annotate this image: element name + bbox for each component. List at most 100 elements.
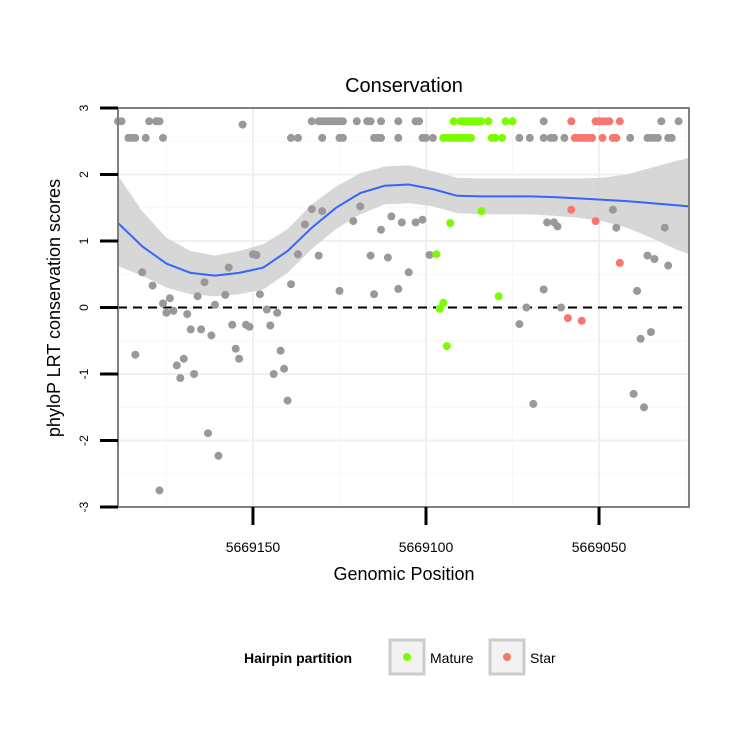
data-point-other xyxy=(422,133,430,142)
data-point-other xyxy=(352,117,361,126)
data-point-other xyxy=(269,370,278,378)
data-point-other xyxy=(525,133,534,142)
data-point-mature xyxy=(508,117,517,126)
data-point-other xyxy=(235,354,244,363)
legend-symbol-star xyxy=(503,653,511,661)
data-point-other xyxy=(557,303,565,312)
data-point-other xyxy=(539,133,548,142)
smooth-line xyxy=(117,183,690,277)
data-point-mature xyxy=(435,304,444,313)
data-point-other xyxy=(394,133,403,142)
data-point-other xyxy=(377,133,385,142)
data-point-other xyxy=(366,251,375,260)
data-point-other xyxy=(608,205,617,214)
data-point-other xyxy=(159,133,167,142)
data-point-other xyxy=(287,280,295,289)
data-point-star xyxy=(567,117,576,126)
data-point-other xyxy=(266,321,275,330)
data-point-other xyxy=(214,451,223,460)
data-point-other xyxy=(165,294,174,303)
legend-label-mature: Mature xyxy=(430,650,474,666)
data-point-other xyxy=(515,320,524,329)
data-point-other xyxy=(674,117,683,126)
data-point-other xyxy=(190,370,199,378)
data-point-other xyxy=(667,133,676,142)
y-tick-label: -2 xyxy=(77,435,91,446)
y-axis-label: phyloP LRT conservation scores xyxy=(44,179,64,437)
data-point-other xyxy=(145,117,154,126)
data-point-mature xyxy=(439,298,448,307)
data-point-other xyxy=(117,117,126,126)
data-point-other xyxy=(155,117,164,126)
data-point-other xyxy=(280,364,289,373)
data-point-other xyxy=(131,133,140,142)
data-point-other xyxy=(200,278,209,287)
data-point-other xyxy=(335,286,344,295)
y-tick-label: 1 xyxy=(77,237,91,244)
data-point-other xyxy=(553,222,562,231)
data-point-other xyxy=(197,325,206,334)
data-point-other xyxy=(626,133,635,142)
data-point-star xyxy=(605,117,614,126)
data-point-other xyxy=(640,403,648,412)
data-point-star xyxy=(577,316,586,325)
data-point-other xyxy=(276,346,285,355)
data-point-other xyxy=(387,212,396,221)
data-point-star xyxy=(588,133,597,142)
data-point-other xyxy=(176,374,185,382)
data-point-other xyxy=(148,281,157,290)
data-point-other xyxy=(560,133,569,142)
data-point-other xyxy=(383,253,392,262)
data-point-other xyxy=(273,308,282,317)
data-point-other xyxy=(210,300,219,309)
data-point-star xyxy=(615,117,624,126)
data-point-other xyxy=(397,218,406,227)
data-point-other xyxy=(418,215,427,224)
data-point-other xyxy=(318,207,327,216)
data-point-star xyxy=(598,133,607,142)
data-point-other xyxy=(307,205,316,214)
data-point-other xyxy=(633,286,642,295)
y-tick-label: -1 xyxy=(77,368,91,379)
data-point-other xyxy=(529,399,538,408)
data-point-other xyxy=(539,285,548,294)
data-point-other xyxy=(356,202,365,211)
data-point-mature xyxy=(494,292,503,301)
data-point-other xyxy=(543,218,552,227)
data-point-other xyxy=(338,117,347,126)
data-point-other xyxy=(179,354,188,363)
data-point-other xyxy=(228,320,237,329)
legend: Hairpin partition Mature Star xyxy=(244,638,556,676)
data-point-other xyxy=(657,117,666,126)
y-tick-label: 0 xyxy=(77,304,91,311)
data-point-other xyxy=(262,305,271,314)
legend-title: Hairpin partition xyxy=(244,650,352,666)
data-point-mature xyxy=(484,117,493,126)
data-point-other xyxy=(349,217,358,226)
data-point-mature xyxy=(449,117,458,126)
data-point-star xyxy=(612,133,621,142)
data-point-other xyxy=(550,133,558,142)
data-point-other xyxy=(660,223,669,232)
data-point-mature xyxy=(467,133,475,142)
data-point-other xyxy=(300,220,309,229)
confidence-band xyxy=(118,157,689,297)
data-point-other xyxy=(294,133,302,142)
data-point-other xyxy=(314,251,323,260)
data-point-other xyxy=(172,361,181,370)
data-point-mature xyxy=(501,117,510,126)
data-point-other xyxy=(370,290,379,299)
data-point-mature xyxy=(477,117,486,126)
legend-label-star: Star xyxy=(530,650,556,666)
data-point-other xyxy=(411,218,420,227)
data-point-star xyxy=(615,258,624,267)
data-point-other xyxy=(221,290,230,299)
data-point-other xyxy=(224,263,233,272)
data-point-mature xyxy=(432,250,441,259)
legend-symbol-mature xyxy=(403,653,411,661)
data-point-other xyxy=(643,251,652,260)
data-point-other xyxy=(522,303,531,312)
data-point-other xyxy=(183,310,192,319)
data-point-other xyxy=(629,389,638,398)
data-point-mature xyxy=(446,219,455,227)
